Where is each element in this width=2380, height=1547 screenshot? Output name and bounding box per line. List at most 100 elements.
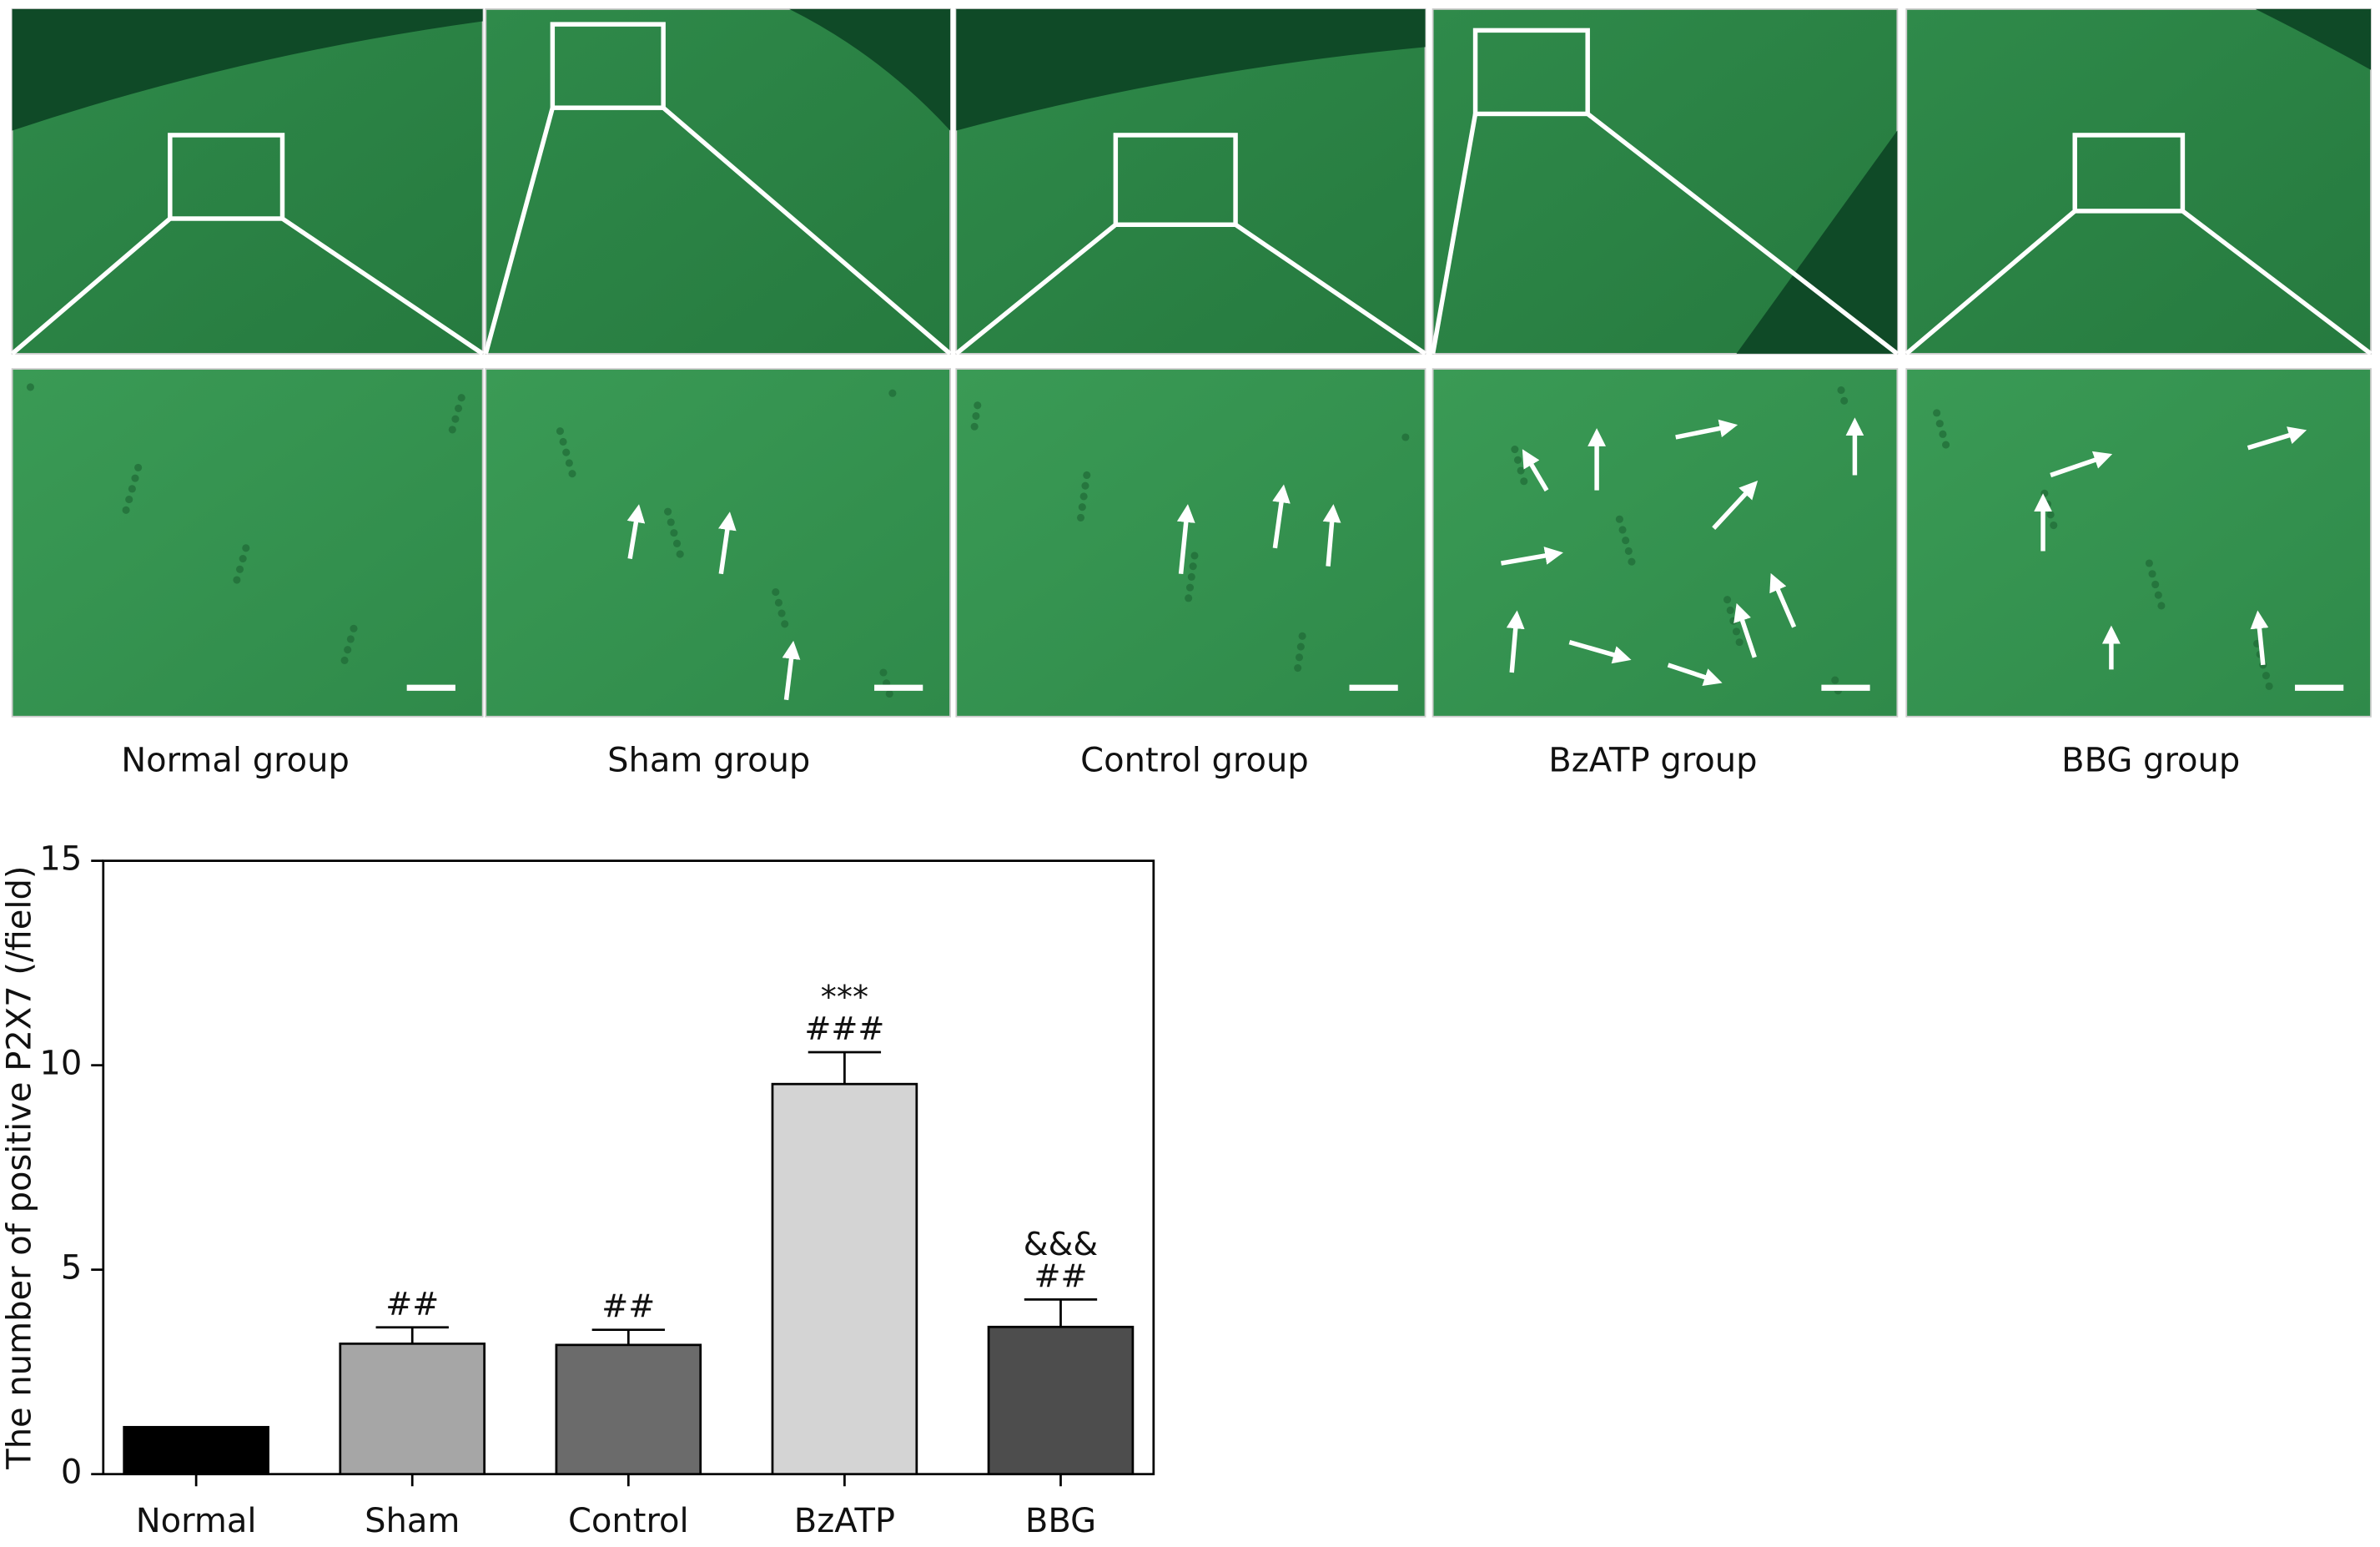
zoom-box [1472, 28, 1590, 117]
cell [772, 588, 780, 597]
cell [1189, 562, 1197, 571]
cell [1942, 441, 1950, 449]
cell [457, 394, 465, 402]
cell [346, 635, 355, 643]
arrow [2250, 610, 2269, 666]
zoom-box [2072, 133, 2186, 214]
cell [2148, 570, 2156, 578]
y-tick-label: 10 [39, 1045, 82, 1083]
cell [2157, 602, 2166, 610]
arrow [1712, 481, 1759, 531]
arrow [1568, 639, 1632, 664]
micrograph-detail [1432, 368, 1899, 718]
cell [670, 529, 678, 537]
micrograph-detail [955, 368, 1426, 718]
cell [1933, 409, 1941, 417]
cell [664, 507, 672, 516]
arrow [1506, 610, 1525, 673]
cell [565, 459, 573, 467]
arrow [1675, 419, 1738, 440]
arrow [626, 504, 646, 559]
cell [1735, 638, 1743, 647]
cell [1078, 503, 1086, 511]
y-tick-label: 15 [39, 840, 82, 879]
cell [1628, 557, 1636, 566]
zoom-line [10, 216, 172, 356]
cell [1513, 456, 1522, 464]
cell [1185, 583, 1195, 592]
tissue-edge [12, 8, 483, 131]
cell [1837, 386, 1845, 395]
arrow [1522, 449, 1549, 492]
significance-mark: ## [385, 1287, 439, 1323]
cell [972, 411, 980, 421]
cell [568, 470, 576, 478]
x-tick-label: Control [568, 1502, 689, 1540]
cell [1624, 547, 1633, 556]
cell [125, 496, 133, 504]
bar [987, 1325, 1135, 1476]
zoom-line [954, 223, 1118, 356]
arrow [718, 511, 737, 575]
cell [2262, 672, 2271, 680]
y-tick-label: 0 [61, 1454, 82, 1492]
cell [1081, 481, 1089, 490]
significance-mark: ## [601, 1289, 655, 1326]
arrow [2247, 426, 2307, 451]
panel-label: Control group [1080, 741, 1309, 779]
cell [974, 401, 982, 410]
cell [1732, 627, 1741, 636]
cell [131, 474, 139, 482]
bar [339, 1342, 486, 1476]
zoom-line [280, 216, 485, 356]
cell [235, 565, 244, 573]
cell [350, 624, 358, 632]
significance-mark: &&& [1024, 1227, 1098, 1263]
cell [451, 415, 460, 423]
zoom-box [168, 133, 285, 221]
micrographs: Normal group Sham group Control group BzATP… [10, 8, 2372, 779]
cell [1076, 513, 1085, 522]
cell [2050, 521, 2058, 530]
zoom-box [1113, 133, 1238, 228]
cell [122, 506, 130, 514]
cell [562, 448, 571, 456]
cell [2145, 559, 2153, 567]
arrow [1733, 602, 1757, 658]
zoom-line [483, 107, 555, 355]
y-axis-label: The number of positive P2X7 (/field) [1, 866, 39, 1470]
significance-mark: ## [1034, 1258, 1087, 1295]
panel-label: Sham group [607, 741, 810, 779]
cell [1401, 433, 1410, 441]
cell [556, 427, 564, 436]
cell [1615, 515, 1623, 523]
cell [970, 422, 979, 431]
cell [1185, 594, 1193, 602]
arrow [1272, 484, 1291, 549]
x-tick-label: Sham [365, 1502, 460, 1540]
zoom-line [1430, 113, 1478, 355]
panel-label: BzATP group [1548, 741, 1757, 779]
panel-label: Normal group [121, 741, 350, 779]
zoom-line [1234, 223, 1427, 356]
arrow [1501, 547, 1563, 566]
cell [454, 404, 463, 412]
cell [1517, 466, 1525, 475]
cell [2265, 682, 2273, 690]
cell [1831, 676, 1839, 684]
cell [777, 609, 786, 617]
cell [1298, 632, 1306, 640]
y-tick-label: 5 [61, 1249, 82, 1287]
x-tick-label: BzATP [794, 1502, 895, 1540]
cell [2040, 489, 2049, 497]
cell [879, 668, 888, 677]
x-tick-label: BBG [1025, 1502, 1096, 1540]
significance-mark: *** [821, 980, 868, 1016]
cell [1729, 617, 1738, 625]
cell [1622, 537, 1630, 545]
cell [1939, 430, 1947, 438]
cell [242, 544, 250, 552]
cell [128, 485, 136, 493]
cell [888, 389, 897, 397]
